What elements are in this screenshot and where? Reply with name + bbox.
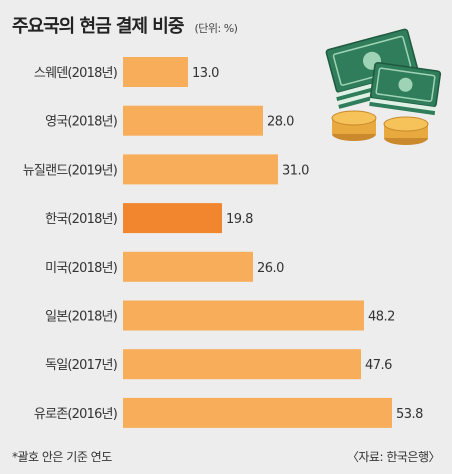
category-label: 뉴질랜드(2019년) [23, 163, 117, 178]
value-label: 48.2 [368, 310, 395, 325]
value-label: 47.6 [365, 358, 392, 373]
value-label: 19.8 [226, 212, 253, 227]
value-label: 13.0 [192, 66, 219, 81]
bar-chart: 스웨덴(2018년) 13.0 영국(2018년) 28.0 뉴질랜드(2019년) 31… [23, 57, 424, 428]
source-note: 〈자료: 한국은행〉 [346, 450, 441, 464]
footnote: *괄호 안은 기준 연도 [12, 450, 112, 464]
category-label: 유로존(2016년) [34, 407, 117, 422]
title-row: 주요국의 현금 결제 비중 (단위: %) [12, 12, 238, 38]
category-label: 일본(2018년) [45, 310, 117, 325]
money-stack-icon [325, 28, 442, 145]
category-label: 독일(2017년) [45, 358, 117, 373]
value-label: 28.0 [267, 115, 294, 130]
bar [123, 300, 364, 331]
value-label: 31.0 [282, 163, 309, 178]
unit-label: (단위: %) [194, 22, 238, 35]
bar-highlight [123, 203, 222, 234]
bar [123, 251, 253, 282]
category-label: 스웨덴(2018년) [34, 66, 117, 81]
category-label: 영국(2018년) [45, 115, 117, 130]
bar [123, 349, 361, 380]
bar [123, 397, 392, 428]
chart-title: 주요국의 현금 결제 비중 [12, 16, 184, 37]
category-label: 미국(2018년) [45, 261, 117, 276]
value-label: 26.0 [257, 261, 284, 276]
value-label: 53.8 [396, 407, 423, 422]
bar [123, 105, 263, 136]
bar [123, 57, 188, 87]
bar [123, 154, 278, 185]
category-label: 한국(2018년) [45, 212, 117, 227]
